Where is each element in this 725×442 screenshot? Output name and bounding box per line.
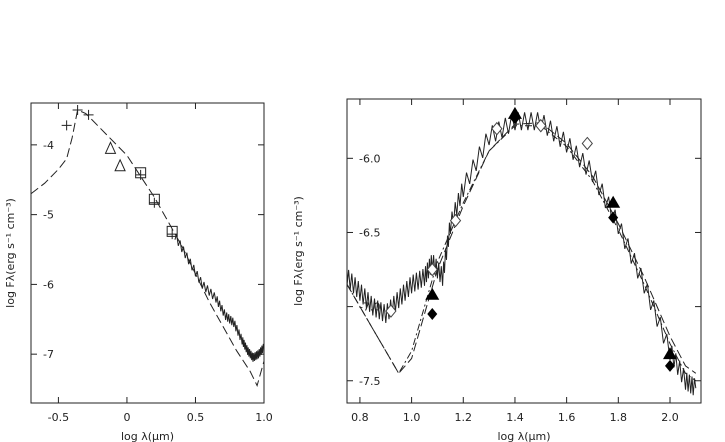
x-tick-label: 0.8 — [351, 411, 369, 424]
plus-marker — [149, 197, 160, 208]
left-panel: -0.5 0 0.5 1.0 -7 -6 -5 -4 log λ(μm) log Fλ(erg s… — [4, 102, 273, 442]
open-diamond-marker — [581, 136, 593, 151]
series-line — [31, 109, 264, 388]
x-tick-label: 1.6 — [558, 411, 576, 424]
y-axis-label: log Fλ(erg s⁻¹ cm⁻³) — [292, 196, 305, 306]
y-axis-label: log Fλ(erg s⁻¹ cm⁻³) — [4, 198, 17, 308]
x-tick-label: 1.0 — [403, 411, 421, 424]
plus-marker — [61, 120, 72, 131]
y-tick-label: -6.5 — [359, 226, 380, 239]
x-tick-label: -0.5 — [48, 411, 69, 424]
y-tick-label: -6.0 — [359, 152, 380, 165]
triangle-marker — [104, 141, 117, 154]
series-line — [174, 234, 264, 362]
y-tick-label: -7 — [43, 348, 54, 361]
x-tick-label: 1.0 — [255, 411, 273, 424]
plot-frame — [30, 102, 265, 404]
x-axis-label: log λ(μm) — [121, 430, 174, 442]
plot-frame — [346, 98, 702, 404]
plus-marker — [72, 104, 83, 115]
filled-diamond-marker — [509, 112, 520, 125]
x-tick-label: 2.0 — [661, 411, 679, 424]
square-marker — [148, 193, 160, 205]
plus-marker — [83, 109, 94, 120]
x-tick-label: 0.5 — [187, 411, 205, 424]
open-diamond-marker — [385, 304, 397, 318]
y-tick-label: -4 — [43, 139, 54, 152]
x-tick-label: 0 — [123, 411, 130, 424]
x-tick-label: 1.8 — [610, 411, 628, 424]
series-line — [347, 125, 697, 382]
open-diamond-marker — [535, 118, 547, 133]
series-line — [347, 122, 697, 375]
square-marker — [135, 167, 147, 179]
square-marker — [166, 225, 178, 237]
x-tick-label: 1.4 — [506, 411, 524, 424]
triangle-marker — [114, 158, 126, 172]
open-diamond-marker — [491, 121, 503, 136]
x-tick-label: 1.2 — [455, 411, 473, 424]
plus-marker — [167, 229, 178, 240]
y-tick-label: -7.5 — [359, 375, 380, 388]
filled-diamond-marker — [608, 211, 619, 224]
series-line — [347, 112, 697, 396]
open-diamond-marker — [426, 262, 438, 277]
right-panel: 0.8 1.0 1.2 1.4 1.6 1.8 2.0-7.5-7.0-6.5-6.0log… — [292, 98, 702, 442]
y-tick-label: -6 — [43, 278, 54, 291]
filled-triangle-marker — [606, 195, 621, 208]
filled-triangle-marker — [662, 347, 677, 360]
filled-diamond-marker — [664, 359, 675, 372]
filled-triangle-marker — [425, 287, 440, 300]
x-axis-label: log λ(μm) — [497, 430, 550, 442]
y-tick-label: -5 — [43, 209, 54, 222]
open-diamond-marker — [449, 213, 462, 228]
filled-diamond-marker — [427, 308, 438, 321]
